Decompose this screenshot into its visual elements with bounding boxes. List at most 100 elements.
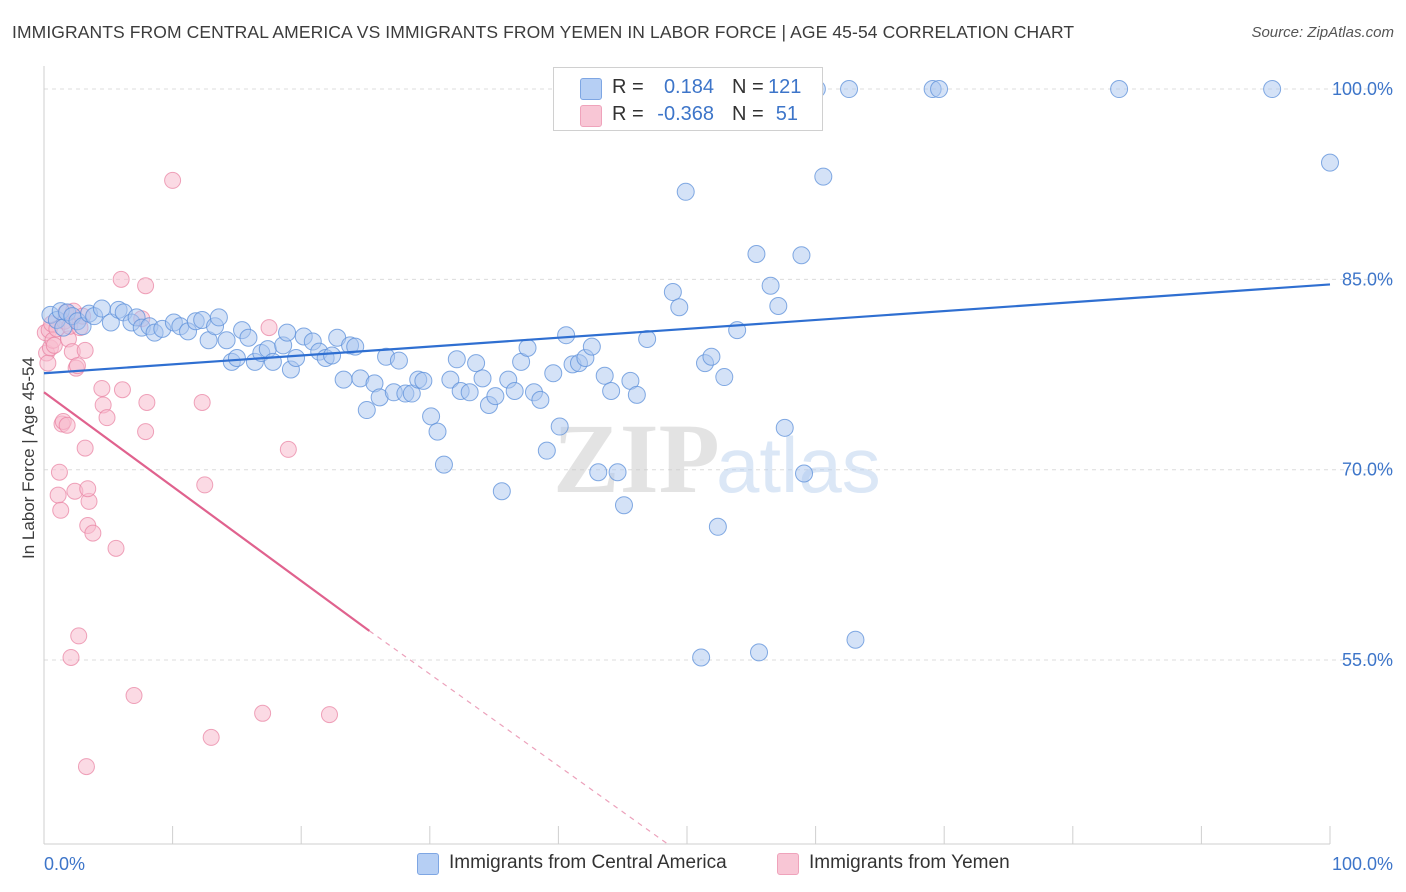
y-tick-label: 55.0% (1342, 650, 1393, 670)
data-point-central-america (1321, 153, 1339, 172)
data-point-yemen (107, 539, 125, 557)
data-point-central-america (602, 382, 621, 401)
data-point-central-america (702, 347, 721, 366)
data-point-central-america (357, 401, 376, 420)
data-point-central-america (1263, 80, 1282, 99)
trend-line-central-america (43, 283, 1331, 375)
data-point-central-america (389, 351, 408, 370)
data-point-yemen (58, 416, 76, 434)
data-point-yemen (113, 381, 131, 399)
data-point-yemen (202, 728, 220, 746)
data-point-yemen (50, 463, 68, 481)
axes (43, 66, 1331, 845)
n-value: 121 (768, 76, 802, 98)
data-point-central-america (531, 390, 550, 409)
x-tick-label: 100.0% (1332, 854, 1393, 874)
data-point-yemen (84, 524, 102, 542)
r-label: R = (612, 76, 644, 98)
stats-legend: R = 0.184 N = 121 R = -0.368 N = 51 (553, 67, 823, 131)
chart-title: IMMIGRANTS FROM CENTRAL AMERICA VS IMMIG… (12, 22, 1075, 42)
data-point-central-america (537, 441, 556, 460)
data-point-central-america (775, 418, 794, 437)
data-point-yemen (112, 270, 130, 288)
data-point-central-america (467, 354, 486, 373)
source-credit: Source: ZipAtlas.com (1251, 24, 1394, 41)
data-point-central-america (414, 371, 433, 390)
data-point-central-america (708, 517, 727, 536)
data-point-central-america (840, 80, 859, 99)
data-point-yemen (62, 648, 80, 666)
data-point-yemen (76, 341, 94, 359)
data-point-central-america (441, 370, 460, 389)
r-label: R = (612, 103, 644, 125)
data-point-central-america (595, 366, 614, 385)
tick-labels: 55.0% 70.0% 85.0% 100.0% 0.0% 100.0% (44, 79, 1393, 874)
data-point-central-america (557, 326, 576, 345)
data-point-central-america (747, 244, 766, 263)
trend-line-yemen-extrapolated (369, 630, 669, 845)
data-point-yemen (98, 409, 116, 427)
data-point-yemen (137, 277, 155, 295)
n-value: 51 (775, 103, 798, 125)
data-point-central-america (761, 276, 780, 295)
data-point-central-america (217, 331, 236, 350)
data-point-yemen (49, 486, 67, 504)
data-point-central-america (209, 308, 228, 327)
data-point-central-america (422, 407, 441, 426)
data-point-central-america (227, 349, 246, 368)
data-point-central-america (334, 370, 353, 389)
data-point-central-america (814, 167, 833, 186)
data-point-central-america (676, 182, 695, 201)
data-point-central-america (460, 383, 479, 402)
legend-swatch-central-america (580, 78, 602, 100)
data-point-central-america (505, 382, 524, 401)
legend-swatch-central-america (417, 853, 439, 875)
data-point-yemen (76, 439, 94, 457)
series-central-america-points (41, 80, 1339, 667)
data-point-central-america (278, 323, 297, 342)
data-point-central-america (846, 630, 865, 649)
data-point-central-america (550, 417, 569, 436)
data-point-central-america (589, 463, 608, 482)
data-point-yemen (254, 704, 272, 722)
data-point-central-america (263, 352, 282, 371)
data-point-central-america (769, 297, 788, 316)
data-point-yemen (52, 501, 70, 519)
data-point-yemen (70, 627, 88, 645)
legend-label: Immigrants from Yemen (809, 852, 1010, 873)
y-tick-label: 70.0% (1342, 460, 1393, 480)
data-point-yemen (193, 393, 211, 411)
series-legend: Immigrants from Central America Immigran… (0, 851, 1406, 877)
r-value: -0.368 (657, 103, 714, 125)
trend-line-yemen (43, 391, 371, 632)
data-point-yemen (138, 393, 156, 411)
data-point-yemen (320, 706, 338, 724)
data-point-central-america (663, 283, 682, 302)
data-point-central-america (715, 368, 734, 387)
data-point-central-america (518, 338, 537, 357)
data-point-central-america (608, 463, 627, 482)
data-point-central-america (428, 422, 447, 441)
data-point-yemen (164, 171, 182, 189)
data-point-yemen (260, 319, 278, 337)
data-point-yemen (77, 758, 95, 776)
data-point-central-america (447, 350, 466, 369)
data-point-central-america (1110, 80, 1129, 99)
series-yemen-points (36, 171, 338, 776)
data-point-central-america (670, 298, 689, 317)
data-point-central-america (544, 364, 563, 383)
data-point-central-america (792, 246, 811, 265)
data-point-central-america (473, 369, 492, 388)
data-point-central-america (692, 648, 711, 667)
data-point-central-america (627, 385, 646, 404)
data-point-yemen (279, 440, 297, 458)
data-point-central-america (930, 80, 949, 99)
legend-swatch-yemen (777, 853, 799, 875)
legend-swatch-yemen (580, 105, 602, 127)
data-point-central-america (434, 455, 453, 474)
data-point-central-america (287, 349, 306, 368)
data-point-yemen (125, 687, 143, 705)
data-point-yemen (137, 423, 155, 441)
n-label: N = (732, 103, 764, 125)
